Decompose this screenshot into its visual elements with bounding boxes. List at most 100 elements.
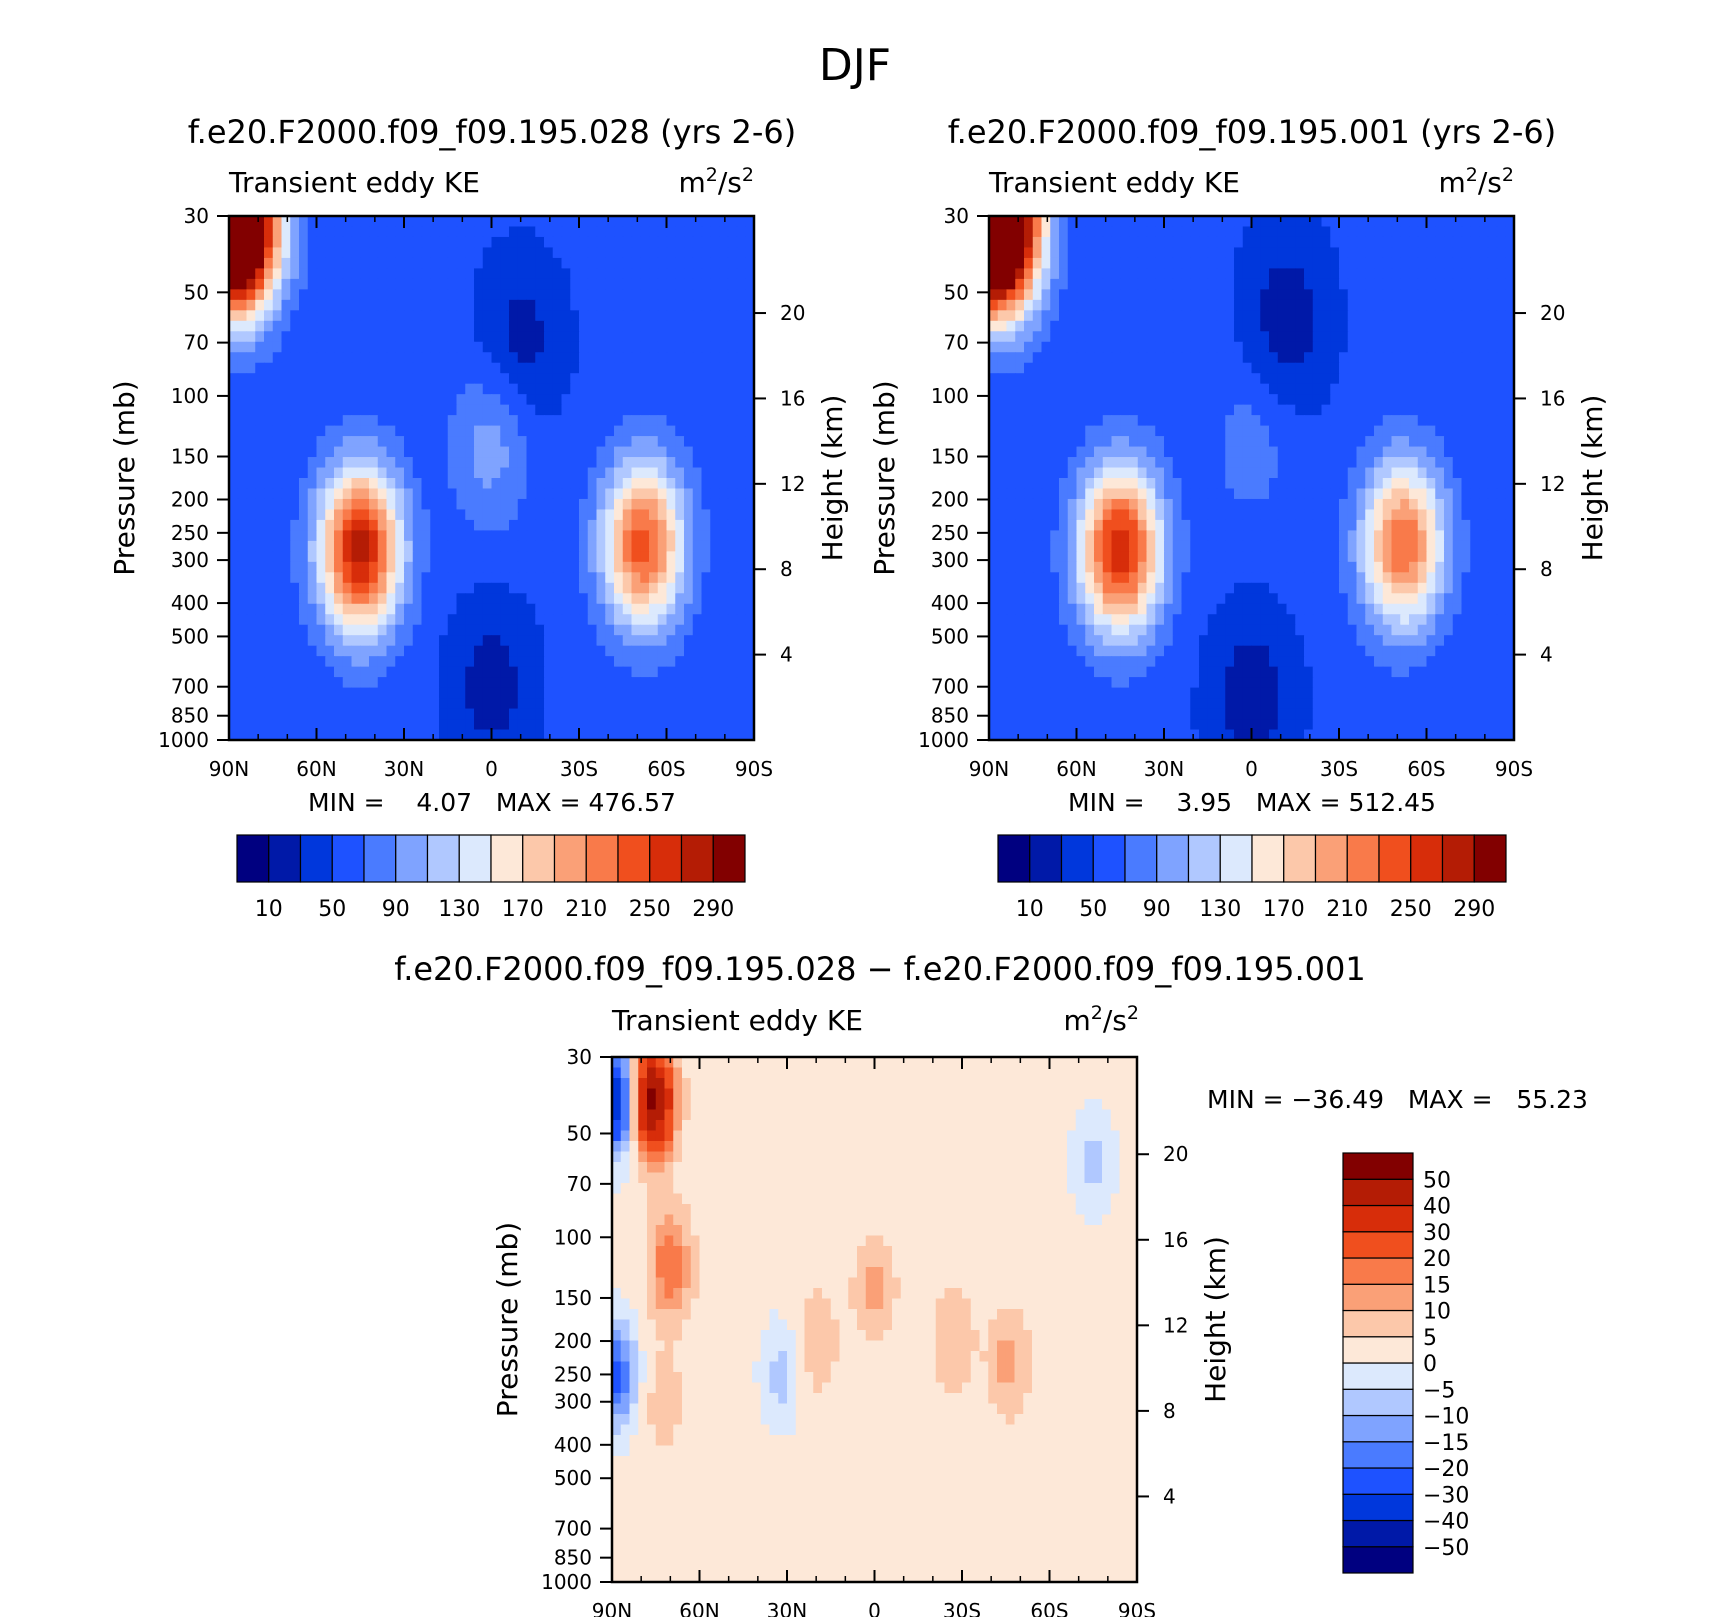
field-cell xyxy=(412,278,423,290)
field-cell xyxy=(500,478,510,490)
field-cell xyxy=(255,457,265,469)
field-cell xyxy=(1330,404,1340,416)
field-cell xyxy=(1321,415,1331,427)
field-cell xyxy=(1356,352,1366,364)
field-cell xyxy=(342,404,353,416)
field-cell xyxy=(989,278,999,290)
field-cell xyxy=(684,572,694,584)
field-cell xyxy=(272,236,283,249)
field-cell xyxy=(561,362,571,374)
field-cell xyxy=(465,352,475,364)
field-cell xyxy=(1365,446,1375,458)
field-cell xyxy=(1041,467,1051,479)
field-cell xyxy=(1479,404,1489,416)
field-cell xyxy=(509,666,519,678)
field-cell xyxy=(307,404,318,416)
field-cell xyxy=(1207,404,1218,416)
field-cell xyxy=(579,216,589,228)
field-cell xyxy=(1146,498,1156,511)
field-cell xyxy=(1067,352,1078,364)
field-cell xyxy=(299,540,309,552)
field-cell xyxy=(692,352,703,364)
field-cell xyxy=(1137,415,1148,427)
field-cell xyxy=(997,341,1008,353)
field-cell xyxy=(299,478,309,490)
field-cell xyxy=(456,698,466,710)
field-cell xyxy=(561,383,571,395)
field-cell xyxy=(430,436,440,448)
field-cell xyxy=(482,236,493,249)
field-cell xyxy=(1225,467,1235,479)
field-cell xyxy=(404,289,414,301)
field-cell xyxy=(360,415,370,427)
field-cell xyxy=(1129,341,1139,353)
field-cell xyxy=(745,373,755,385)
field-cell xyxy=(509,446,519,458)
field-cell xyxy=(421,656,431,668)
field-cell xyxy=(675,383,685,395)
field-cell xyxy=(622,614,633,626)
field-cell xyxy=(334,299,344,311)
field-cell xyxy=(1444,467,1454,479)
field-cell xyxy=(272,603,283,615)
field-cell xyxy=(229,530,239,542)
field-cell xyxy=(1111,498,1121,511)
field-cell xyxy=(1006,436,1016,448)
field-cell xyxy=(377,645,388,657)
field-cell xyxy=(482,352,493,364)
field-cell xyxy=(237,415,248,427)
field-cell xyxy=(1059,268,1069,280)
field-cell xyxy=(1321,216,1331,228)
field-cell xyxy=(351,729,361,741)
field-cell xyxy=(989,425,999,437)
field-cell xyxy=(1470,247,1480,259)
field-cell xyxy=(1330,247,1340,259)
field-cell xyxy=(421,593,431,605)
field-cell xyxy=(727,582,738,594)
field-cell xyxy=(482,404,493,416)
field-cell xyxy=(989,488,999,500)
field-cell xyxy=(517,299,528,311)
field-cell xyxy=(290,698,300,710)
field-cell xyxy=(404,247,414,259)
field-cell xyxy=(649,457,659,469)
field-cell xyxy=(552,656,563,668)
field-cell xyxy=(1234,310,1244,322)
field-cell xyxy=(1347,226,1358,238)
field-cell xyxy=(281,572,291,584)
field-cell xyxy=(1444,446,1454,458)
field-cell xyxy=(640,467,650,479)
field-cell xyxy=(631,236,641,249)
field-cell xyxy=(640,457,650,469)
field-cell xyxy=(552,436,563,448)
field-cell xyxy=(307,687,318,699)
field-cell xyxy=(1400,278,1410,290)
field-cell xyxy=(1312,331,1323,343)
field-cell xyxy=(1242,331,1253,343)
field-cell xyxy=(456,666,466,678)
field-cell xyxy=(299,551,309,563)
field-cell xyxy=(229,457,239,469)
field-cell xyxy=(1391,226,1401,238)
field-cell xyxy=(1024,278,1034,290)
field-cell xyxy=(255,394,265,406)
field-cell xyxy=(1251,498,1261,511)
field-cell xyxy=(657,478,668,490)
field-cell xyxy=(1496,446,1506,458)
field-cell xyxy=(334,666,344,678)
field-cell xyxy=(701,656,711,668)
field-cell xyxy=(1076,362,1086,374)
field-cell xyxy=(1059,415,1069,427)
field-cell xyxy=(1304,331,1314,343)
field-cell xyxy=(500,593,510,605)
field-cell xyxy=(596,478,606,490)
field-cell xyxy=(1102,331,1113,343)
field-cell xyxy=(1321,289,1331,301)
field-cell xyxy=(351,236,361,249)
field-cell xyxy=(307,498,318,511)
field-cell xyxy=(299,509,309,521)
field-cell xyxy=(622,289,633,301)
field-cell xyxy=(535,216,545,228)
field-cell xyxy=(272,519,283,531)
field-cell xyxy=(272,299,283,311)
